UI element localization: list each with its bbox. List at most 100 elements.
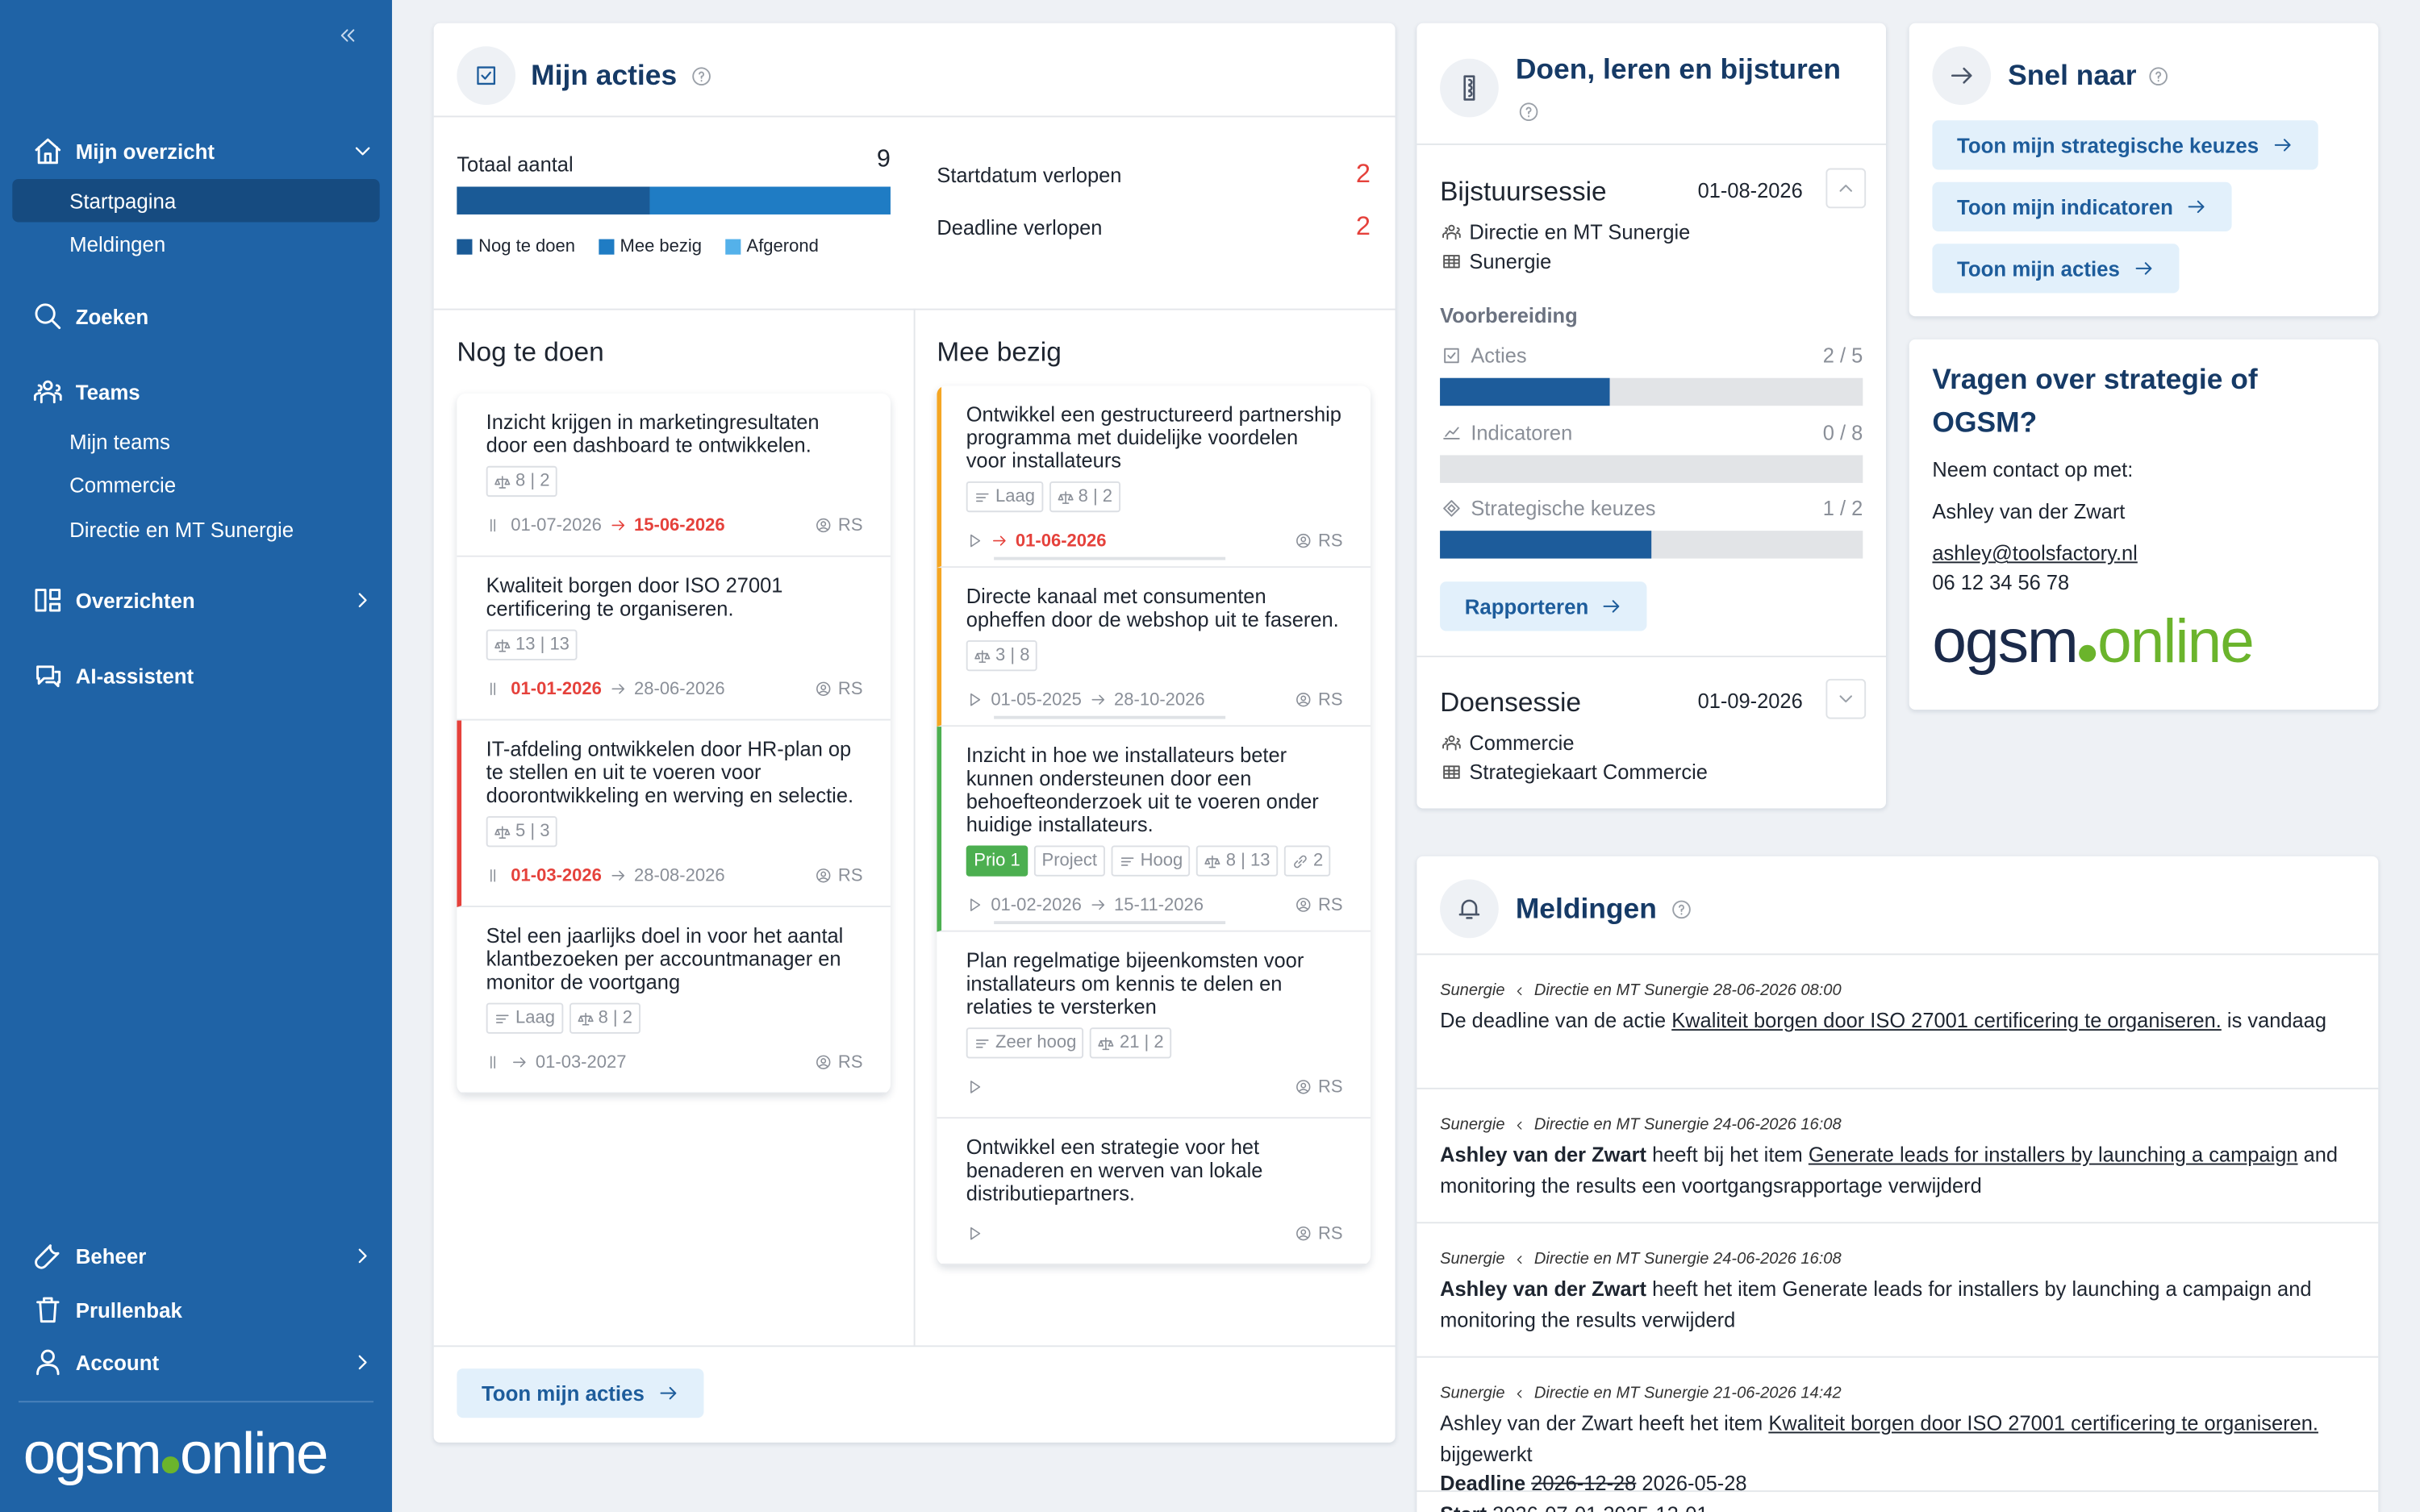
nav-subitem[interactable]: Mijn teams [12, 419, 379, 463]
notification[interactable]: Sunergie Directie en MT Sunergie 24-06-20… [1417, 1089, 2379, 1224]
notification[interactable]: Sunergie Directie en MT Sunergie 28-06-20… [1417, 955, 2379, 1089]
progress-track [994, 556, 1226, 560]
legend-label: Nog te doen [478, 237, 576, 256]
action-card[interactable]: Plan regelmatige bijeenkomsten voor inst… [937, 932, 1371, 1119]
progress-track [994, 921, 1226, 925]
action-card[interactable]: IT-afdeling ontwikkelen door HR-plan op … [457, 720, 891, 907]
tag: Zeer hoog [966, 1027, 1084, 1059]
button[interactable]: Rapporteren [1440, 581, 1647, 631]
icon-shape [490, 868, 495, 882]
icon-shape [2188, 200, 2205, 214]
logo-text: ogsm [1932, 607, 2078, 677]
action-card[interactable]: Inzicht in hoe we installateurs beter ku… [937, 727, 1371, 932]
tag-label: 2 [1313, 852, 1324, 871]
card: Vragen over strategie of OGSM? Neem conta… [1909, 339, 2379, 710]
owner: RS [1295, 1077, 1343, 1096]
nav-subitem[interactable]: Directie en MT Sunergie [12, 507, 379, 551]
tag: 13 | 13 [486, 629, 578, 660]
level-icon [495, 1014, 509, 1023]
dleft-icon [340, 29, 355, 42]
nav-item[interactable]: Teams [32, 375, 375, 409]
nav-item[interactable]: Beheer [32, 1239, 375, 1272]
nav-subitem[interactable]: Startpagina [12, 178, 380, 223]
end-date: 15-11-2026 [1114, 895, 1204, 914]
icon-shape [35, 303, 61, 330]
text-part: bijgewerkt [1440, 1441, 1533, 1465]
nav-item[interactable]: Prullenbak [32, 1293, 375, 1327]
nav-item[interactable]: Zoeken [32, 299, 375, 333]
contact-email[interactable]: ashley@toolsfactory.nl [1932, 541, 2138, 565]
session-team: Directie en MT Sunergie [1442, 221, 1690, 244]
nav-item[interactable]: AI-assistent [32, 659, 375, 693]
text-part: 2026-05-28 [1636, 1472, 1747, 1495]
action-title: Kwaliteit borgen door ISO 27001 certific… [486, 573, 783, 621]
action-card[interactable]: Kwaliteit borgen door ISO 27001 certific… [457, 557, 891, 721]
logo-text: ogsm [23, 1422, 162, 1488]
owner: RS [815, 679, 863, 698]
expired-label: Deadline verlopen [937, 215, 1103, 240]
icon-shape [1091, 900, 1104, 910]
weight-icon [494, 638, 511, 652]
icon-shape [816, 518, 831, 533]
owner-initials: RS [1317, 895, 1343, 914]
tag: 2 [1283, 845, 1331, 877]
dates: RS [966, 1076, 1343, 1099]
action-card[interactable]: Ontwikkel een gestructureerd partnership… [937, 385, 1371, 569]
link-button[interactable]: Toon mijn indicatoren [1932, 181, 2232, 231]
dates: 01-07-2026 15-06-2026 RS [486, 514, 863, 537]
nav-item[interactable]: Overzichten [32, 583, 375, 617]
session-type: Bijstuursessie [1440, 176, 1607, 207]
nav-item[interactable]: Mijn overzicht [32, 134, 375, 168]
tags: Zeer hoog 21 | 2 [966, 1027, 1343, 1059]
icon-shape [358, 1248, 367, 1264]
action-card[interactable]: Stel een jaarlijks doel in voor het aant… [457, 907, 891, 1094]
text-part: Start [1440, 1502, 1492, 1512]
map-icon [1443, 255, 1460, 269]
search-icon [35, 303, 61, 330]
toggle[interactable] [1825, 168, 1867, 209]
nav-sublabel: Mijn teams [69, 429, 170, 453]
logo-text: online [2097, 607, 2255, 677]
nav-subitem[interactable]: Commercie [12, 463, 379, 506]
link-button[interactable]: Toon mijn strategische keuzes [1932, 120, 2318, 170]
home-icon [35, 138, 61, 165]
icon-shape [659, 1386, 676, 1400]
pause-icon [490, 868, 495, 882]
divider [18, 1401, 374, 1403]
wrench-icon [35, 1244, 60, 1269]
icon-shape [35, 138, 61, 165]
link-button[interactable]: Toon mijn acties [1932, 244, 2179, 294]
action-card[interactable]: Ontwikkel een strategie voor het benader… [937, 1118, 1371, 1265]
end-date: 15-06-2026 [634, 515, 725, 535]
toggle[interactable] [1825, 678, 1867, 719]
user-icon [36, 1349, 60, 1376]
person-icon [1296, 1226, 1311, 1241]
notification[interactable]: Sunergie Directie en MT Sunergie 21-06-20… [1417, 1358, 2379, 1512]
nav-subitem[interactable]: Meldingen [12, 223, 379, 266]
icon-shape [975, 492, 989, 502]
dates: 01-03-2026 28-08-2026 RS [486, 864, 863, 887]
icon-shape [1204, 854, 1221, 868]
action-card[interactable]: Inzicht krijgen in marketingresultaten d… [457, 394, 891, 557]
pause-icon [490, 1056, 495, 1069]
button[interactable]: Toon mijn acties [457, 1368, 703, 1418]
weight-icon [974, 649, 991, 662]
notification[interactable]: Sunergie Directie en MT Sunergie 24-06-20… [1417, 1223, 2379, 1358]
icon-shape [970, 1227, 981, 1240]
action-card[interactable]: Directe kanaal met consumenten opheffen … [937, 568, 1371, 727]
tag: Hoog [1111, 845, 1191, 877]
level-icon [975, 492, 989, 502]
person-icon [816, 681, 831, 696]
nav-item[interactable]: Account [32, 1345, 375, 1379]
prep-label: Strategische keuzes [1442, 497, 1655, 520]
text-part: De deadline van de actie [1440, 1009, 1672, 1032]
arrow-icon [2273, 139, 2290, 152]
prep-name: Strategische keuzes [1471, 497, 1656, 520]
legend-item: Nog te doen [457, 238, 575, 256]
tags: 8 | 2 [486, 465, 863, 498]
link-icon [1293, 854, 1307, 868]
pause-icon [490, 519, 495, 532]
owner-initials: RS [837, 679, 863, 698]
up-icon [1839, 185, 1852, 192]
